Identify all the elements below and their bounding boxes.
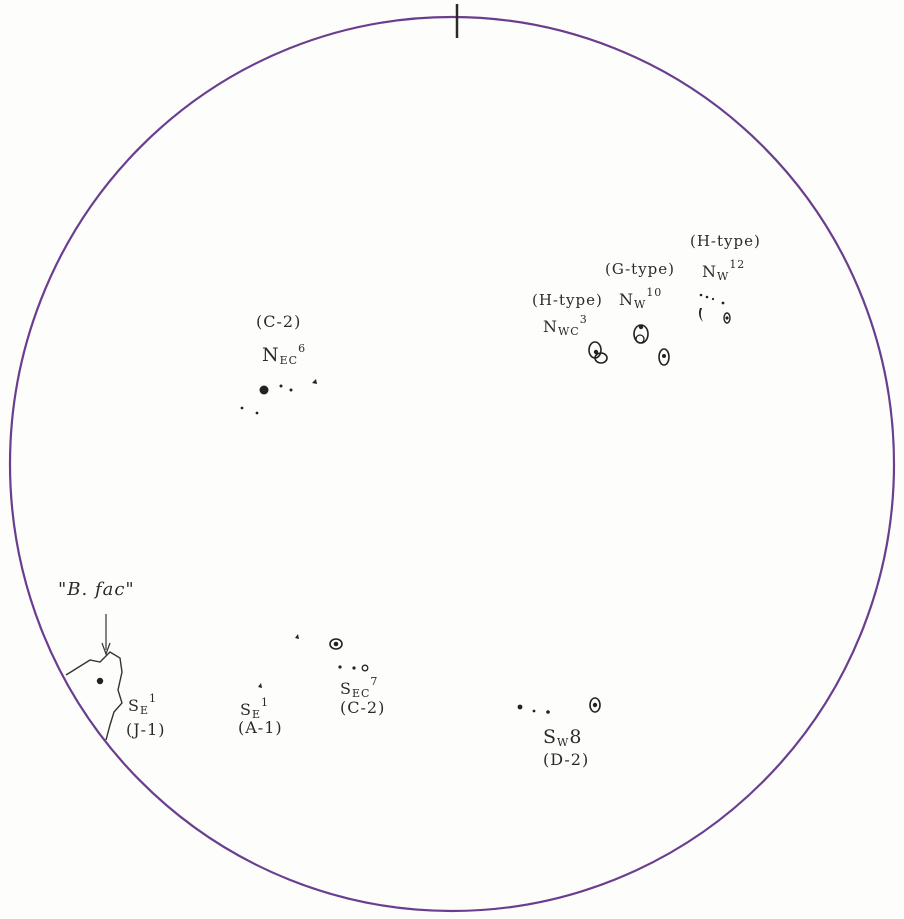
facula-note: "B. fac" [58,579,135,600]
sunspot-umbra [592,702,598,708]
sunspot-penumbra [329,638,343,650]
sunspot-umbra [725,316,729,320]
group-designation-se1-j: SE1 [128,692,157,717]
spot-group-nw12 [699,293,731,324]
sunspot [699,293,703,297]
sunspot-umbra [638,324,644,330]
sunspot [279,384,283,388]
group-type-nw12: (H-type) [690,232,761,250]
sunspot [289,388,293,392]
group-designation-nw10: NW10 [619,286,663,311]
sunspot [255,411,259,415]
sunspot [532,709,536,713]
group-designation-nwc3: NWC3 [543,313,588,338]
spot-group-nec6 [240,379,317,415]
sunspot [699,308,703,322]
sunspot [517,704,523,710]
group-type-sw8: (D-2) [543,750,590,769]
spot-group-sec7 [295,634,369,672]
sunspot-penumbra [635,334,645,344]
group-designation-nec6: NEC6 [262,342,307,367]
group-type-nec6: (C-2) [256,312,302,331]
spot-group-se1-a [258,683,262,688]
sunspot [723,312,731,324]
sunspot [711,297,715,301]
sunspot [546,710,550,714]
facula-spot [96,677,104,685]
group-designation-se1-a: SE1 [240,696,269,721]
sunspot [240,406,244,410]
sunspot-umbra [333,641,339,647]
sunspot [258,683,262,688]
facula-arrow-head [101,642,111,656]
sunspot [705,295,709,299]
group-type-nw10: (G-type) [605,260,676,278]
sunspot-umbra [593,349,599,355]
spot-group-nw10 [633,324,670,366]
sunspot-penumbra [589,697,601,713]
sunspot-penumbra [658,348,670,366]
sunspot-penumbra [594,352,608,364]
group-type-se1-a: (A-1) [238,718,283,737]
group-type-sec7: (C-2) [340,698,386,717]
sunspot [338,665,342,669]
solar-limb [8,15,896,913]
group-designation-sw8: SW8 [543,726,583,749]
group-type-se1-j: (J-1) [126,720,166,739]
facula-outline [65,651,123,741]
sunspot [361,664,369,672]
sunspot [352,666,356,670]
sunspot [259,385,269,395]
spot-group-nwc3 [588,341,608,364]
sunspot [721,301,725,305]
sunspot [295,634,299,639]
group-designation-nw12: NW12 [702,258,746,283]
sunspot [312,379,317,384]
sunspot-umbra [662,354,666,358]
group-designation-sec7: SEC7 [340,675,379,700]
group-type-nwc3: (H-type) [532,291,603,309]
spot-group-sw8 [517,697,601,714]
